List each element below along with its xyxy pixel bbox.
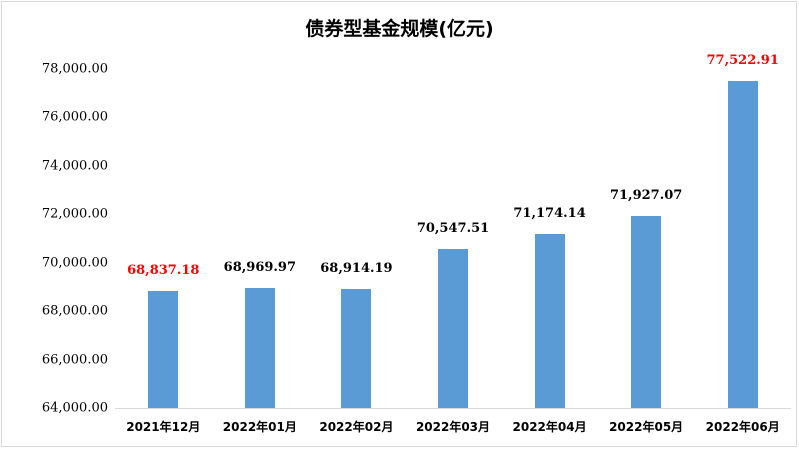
x-tick-label: 2022年01月 — [222, 420, 297, 434]
bar — [631, 216, 662, 408]
y-tick-label: 72,000.00 — [41, 206, 108, 222]
y-tick-label: 76,000.00 — [41, 109, 108, 125]
data-label: 71,927.07 — [609, 188, 683, 204]
y-tick-label: 74,000.00 — [41, 158, 108, 174]
data-label: 71,174.14 — [513, 206, 586, 222]
data-label: 68,914.19 — [320, 261, 393, 276]
bar — [244, 287, 275, 408]
y-tick-label: 70,000.00 — [41, 255, 108, 271]
bar — [727, 80, 758, 408]
bar — [438, 249, 468, 408]
x-tick-label: 2022年02月 — [319, 420, 394, 434]
y-tick-label: 68,000.00 — [41, 303, 108, 319]
chart-title: 债券型基金规模(亿元) — [305, 18, 494, 40]
x-tick-label: 2022年04月 — [512, 420, 587, 434]
bar — [341, 289, 372, 408]
data-label: 68,837.18 — [127, 262, 200, 278]
data-label: 70,547.51 — [416, 221, 490, 237]
y-tick-label: 66,000.00 — [41, 352, 108, 368]
bar — [148, 290, 179, 408]
x-tick-label: 2022年03月 — [415, 420, 491, 434]
bar — [534, 234, 565, 408]
y-tick-label: 64,000.00 — [41, 400, 108, 416]
x-tick-label: 2022年06月 — [705, 420, 780, 434]
y-tick-label: 78,000.00 — [41, 61, 108, 77]
x-axis-line — [115, 408, 791, 409]
data-label: 68,969.97 — [223, 259, 297, 275]
data-label: 77,522.91 — [706, 52, 779, 68]
x-tick-label: 2022年05月 — [609, 420, 684, 434]
x-tick-label: 2021年12月 — [126, 420, 201, 434]
